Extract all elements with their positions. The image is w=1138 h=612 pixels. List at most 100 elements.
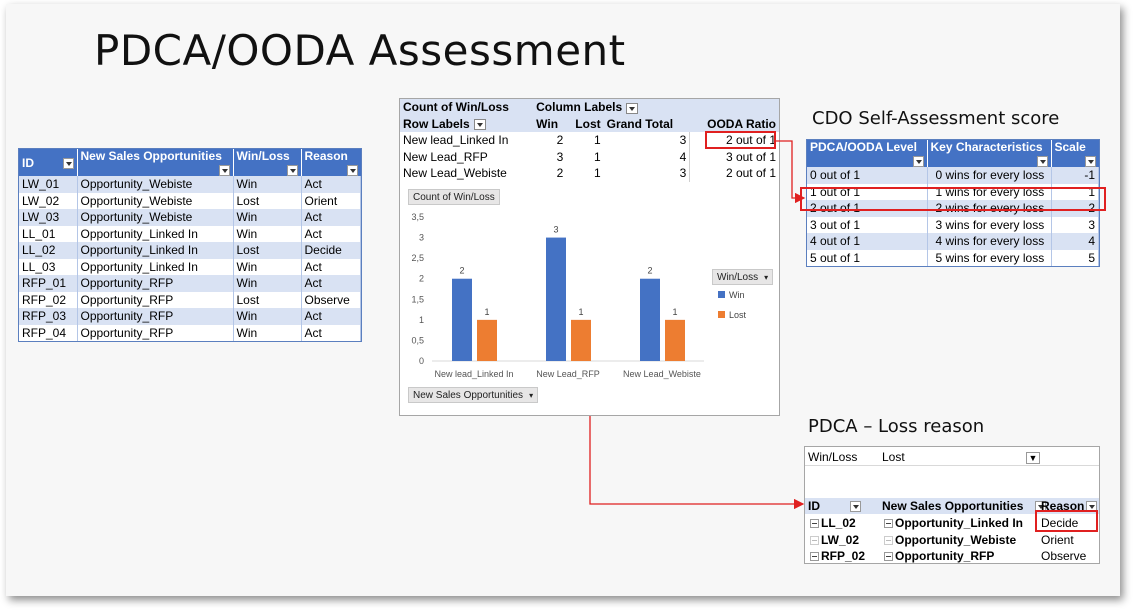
pivot-cell-win[interactable]: 2 bbox=[556, 133, 564, 148]
cell-opportunity[interactable]: Opportunity_RFP bbox=[77, 308, 234, 325]
pivot-cell-lost[interactable]: 1 bbox=[593, 149, 601, 164]
cell-winloss[interactable]: Lost bbox=[233, 291, 302, 308]
filter-dropdown-icon[interactable] bbox=[218, 165, 230, 176]
cell-id[interactable]: LW_01 bbox=[19, 176, 78, 193]
loss-cell-id[interactable]: LW_02 bbox=[807, 532, 859, 548]
loss-cell-opportunity[interactable]: Opportunity_Webiste bbox=[881, 532, 1016, 548]
cell-characteristics[interactable]: 2 wins for every loss bbox=[927, 200, 1052, 217]
column-header-scale[interactable]: Scale bbox=[1051, 140, 1099, 167]
table-row[interactable]: RFP_04 Opportunity_RFP Win Act bbox=[19, 324, 361, 341]
loss-cell-reason[interactable]: Orient bbox=[1041, 532, 1074, 547]
cell-level[interactable]: 3 out of 1 bbox=[807, 216, 928, 233]
loss-header-id[interactable]: ID bbox=[805, 498, 877, 514]
cell-scale[interactable]: 3 bbox=[1051, 216, 1099, 233]
cell-opportunity[interactable]: Opportunity_RFP bbox=[77, 291, 234, 308]
loss-filter-value[interactable]: Lost bbox=[882, 450, 905, 464]
table-row[interactable]: RFP_02 Opportunity_RFP Lost Observe bbox=[19, 291, 361, 308]
cell-characteristics[interactable]: 0 wins for every loss bbox=[927, 167, 1052, 184]
cell-id[interactable]: RFP_04 bbox=[19, 324, 78, 341]
cell-level[interactable]: 0 out of 1 bbox=[807, 167, 928, 184]
cell-id[interactable]: LW_02 bbox=[19, 192, 78, 209]
filter-dropdown-icon[interactable] bbox=[346, 165, 358, 176]
filter-dropdown-icon[interactable] bbox=[1036, 156, 1048, 167]
cell-winloss[interactable]: Win bbox=[233, 275, 302, 292]
cell-opportunity[interactable]: Opportunity_Webiste bbox=[77, 192, 234, 209]
collapse-icon[interactable] bbox=[884, 535, 893, 545]
column-labels-filter-icon[interactable] bbox=[626, 102, 639, 114]
table-row[interactable]: RFP_03 Opportunity_RFP Win Act bbox=[19, 308, 361, 325]
loss-cell-id[interactable]: LL_02 bbox=[807, 515, 856, 531]
cell-level[interactable]: 2 out of 1 bbox=[807, 200, 928, 217]
cell-id[interactable]: LL_03 bbox=[19, 258, 78, 275]
collapse-icon[interactable] bbox=[810, 535, 819, 545]
pivot-cell-win[interactable]: 3 bbox=[556, 149, 564, 164]
pivot-row[interactable]: New Lead_Webiste 2 1 3 2 out of 1 bbox=[400, 165, 779, 182]
cell-reason[interactable]: Observe bbox=[301, 291, 361, 308]
cell-winloss[interactable]: Win bbox=[233, 324, 302, 341]
column-header-reason[interactable]: Reason bbox=[301, 149, 361, 176]
pivot-row[interactable]: New lead_Linked In 2 1 3 2 out of 1 bbox=[400, 132, 779, 149]
pivot-cell-total[interactable]: 4 bbox=[679, 149, 687, 164]
table-row[interactable]: LW_03 Opportunity_Webiste Win Act bbox=[19, 209, 361, 226]
cell-reason[interactable]: Decide bbox=[301, 242, 361, 259]
chart-axis-field-button[interactable]: New Sales Opportunities ▾ bbox=[408, 387, 539, 403]
filter-dropdown-icon[interactable] bbox=[850, 501, 861, 513]
cell-reason[interactable]: Act bbox=[301, 275, 361, 292]
cell-scale[interactable]: -1 bbox=[1051, 167, 1099, 184]
pivot-row-label[interactable]: New Lead_Webiste bbox=[403, 166, 507, 181]
loss-cell-reason[interactable]: Decide bbox=[1041, 516, 1079, 530]
cell-opportunity[interactable]: Opportunity_Webiste bbox=[77, 209, 234, 226]
cell-reason[interactable]: Act bbox=[301, 308, 361, 325]
cell-winloss[interactable]: Win bbox=[233, 258, 302, 275]
cell-id[interactable]: RFP_01 bbox=[19, 275, 78, 292]
cell-scale[interactable]: 4 bbox=[1051, 233, 1099, 250]
collapse-icon[interactable] bbox=[810, 552, 819, 562]
cell-level[interactable]: 5 out of 1 bbox=[807, 249, 928, 266]
column-header-opportunity[interactable]: New Sales Opportunities bbox=[77, 149, 234, 176]
pivot-cell-ratio[interactable]: 3 out of 1 bbox=[689, 148, 779, 165]
cell-id[interactable]: LL_01 bbox=[19, 225, 78, 242]
cell-winloss[interactable]: Win bbox=[233, 225, 302, 242]
cell-scale[interactable]: 5 bbox=[1051, 249, 1099, 266]
loss-header-opportunity[interactable]: New Sales Opportunities bbox=[879, 498, 1047, 514]
cell-id[interactable]: LW_03 bbox=[19, 209, 78, 226]
cell-reason[interactable]: Orient bbox=[301, 192, 361, 209]
table-row[interactable]: LW_01 Opportunity_Webiste Win Act bbox=[19, 176, 361, 193]
cell-opportunity[interactable]: Opportunity_Webiste bbox=[77, 176, 234, 193]
loss-cell-reason[interactable]: Observe bbox=[1041, 549, 1087, 563]
cell-opportunity[interactable]: Opportunity_Linked In bbox=[77, 242, 234, 259]
pivot-row-label[interactable]: New lead_Linked In bbox=[403, 133, 509, 148]
cell-characteristics[interactable]: 3 wins for every loss bbox=[927, 216, 1052, 233]
table-row[interactable]: LL_01 Opportunity_Linked In Win Act bbox=[19, 225, 361, 242]
column-header-characteristics[interactable]: Key Characteristics bbox=[927, 140, 1052, 167]
list-item[interactable]: RFP_02 Opportunity_RFP Observe bbox=[805, 548, 1099, 564]
filter-dropdown-icon[interactable] bbox=[286, 165, 298, 176]
cell-id[interactable]: RFP_03 bbox=[19, 308, 78, 325]
cell-winloss[interactable]: Win bbox=[233, 209, 302, 226]
column-header-level[interactable]: PDCA/OODA Level bbox=[807, 140, 928, 167]
loss-cell-id[interactable]: RFP_02 bbox=[807, 548, 865, 564]
filter-dropdown-icon[interactable] bbox=[912, 156, 924, 167]
pivot-row[interactable]: New Lead_RFP 3 1 4 3 out of 1 bbox=[400, 148, 779, 165]
cell-id[interactable]: RFP_02 bbox=[19, 291, 78, 308]
cell-id[interactable]: LL_02 bbox=[19, 242, 78, 259]
cell-level[interactable]: 4 out of 1 bbox=[807, 233, 928, 250]
cell-opportunity[interactable]: Opportunity_Linked In bbox=[77, 225, 234, 242]
cell-characteristics[interactable]: 4 wins for every loss bbox=[927, 233, 1052, 250]
cell-reason[interactable]: Act bbox=[301, 209, 361, 226]
chart-legend-field-button[interactable]: Win/Loss ▾ bbox=[712, 269, 774, 285]
pivot-row-labels[interactable]: Row Labels bbox=[400, 115, 534, 132]
filter-funnel-icon[interactable]: ▼ bbox=[1026, 451, 1040, 464]
pivot-chart[interactable]: Count of Win/Loss 0 0,5 1 1,5 2 2,5 3 3,5 2 1 New … bbox=[400, 183, 779, 415]
cell-winloss[interactable]: Lost bbox=[233, 192, 302, 209]
cell-opportunity[interactable]: Opportunity_RFP bbox=[77, 275, 234, 292]
loss-cell-opportunity[interactable]: Opportunity_RFP bbox=[881, 548, 994, 564]
pivot-cell-win[interactable]: 2 bbox=[556, 166, 564, 181]
filter-dropdown-icon[interactable] bbox=[62, 157, 74, 169]
cell-winloss[interactable]: Win bbox=[233, 308, 302, 325]
table-row[interactable]: LL_03 Opportunity_Linked In Win Act bbox=[19, 258, 361, 275]
